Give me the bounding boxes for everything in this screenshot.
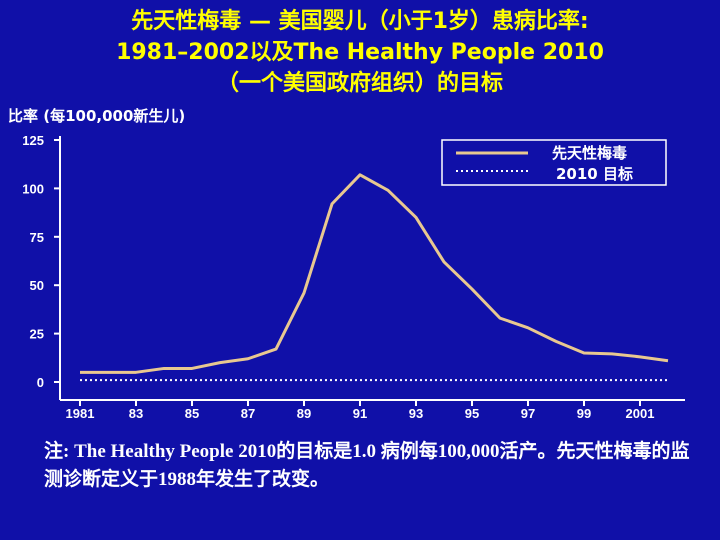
title-line-2: 1981–2002以及The Healthy People 2010 [116, 40, 604, 65]
y-tick-label: 50 [30, 278, 44, 293]
title-line-3: （一个美国政府组织）的目标 [216, 71, 503, 96]
legend-label-syphilis: 先天性梅毒 [552, 144, 627, 162]
x-tick-label: 1981 [66, 406, 95, 421]
y-tick-label: 100 [22, 181, 44, 196]
series-line-congenital-syphilis [80, 173, 669, 374]
x-tick-label: 95 [465, 406, 479, 421]
x-tick-label: 91 [353, 406, 367, 421]
y-tick-label: 25 [30, 327, 44, 342]
x-tick-label: 2001 [626, 406, 655, 421]
x-tick-label: 83 [129, 406, 143, 421]
x-tick-label: 93 [409, 406, 423, 421]
legend-label-target: 2010 目标 [556, 165, 633, 183]
y-tick-label: 125 [22, 133, 44, 148]
y-axis-label: 比率 (每100,000新生儿) [8, 107, 186, 125]
x-tick-label: 99 [577, 406, 591, 421]
chart-title: 先天性梅毒 — 美国婴儿（小于1岁）患病比率: 1981–2002以及The H… [0, 6, 720, 99]
x-tick-label: 85 [185, 406, 199, 421]
y-tick-label: 0 [37, 375, 44, 390]
footnote: 注: The Healthy People 2010的目标是1.0 病例每100… [44, 441, 690, 490]
title-line-1: 先天性梅毒 — 美国婴儿（小于1岁）患病比率: [131, 9, 589, 34]
x-tick-label: 97 [521, 406, 535, 421]
y-tick-label: 75 [30, 230, 44, 245]
legend-box [441, 139, 667, 186]
x-tick-label: 87 [241, 406, 255, 421]
x-tick-label: 89 [297, 406, 311, 421]
